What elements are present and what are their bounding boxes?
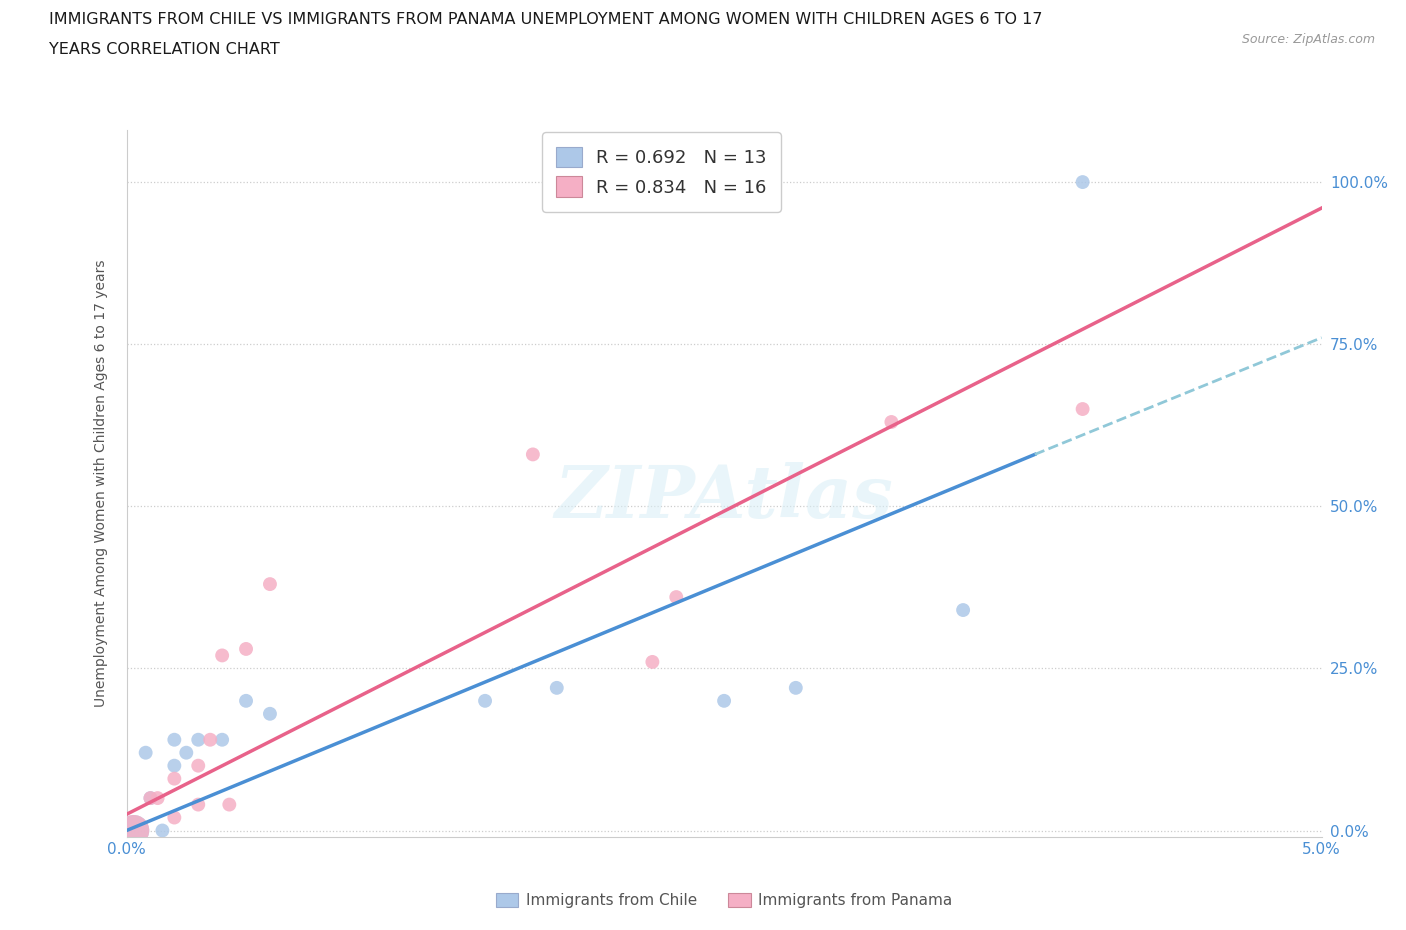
Text: ZIPAtlas: ZIPAtlas [555,462,893,533]
Point [211,648,233,663]
Text: Source: ZipAtlas.com: Source: ZipAtlas.com [1241,33,1375,46]
Point [211,732,233,747]
Point [665,590,688,604]
Point [880,415,903,430]
Point [135,745,157,760]
Point [187,797,209,812]
Legend: Immigrants from Chile, Immigrants from Panama: Immigrants from Chile, Immigrants from P… [489,887,959,914]
Point [474,694,496,709]
Point [235,694,257,709]
Point [163,771,186,786]
Text: IMMIGRANTS FROM CHILE VS IMMIGRANTS FROM PANAMA UNEMPLOYMENT AMONG WOMEN WITH CH: IMMIGRANTS FROM CHILE VS IMMIGRANTS FROM… [49,12,1043,27]
Text: YEARS CORRELATION CHART: YEARS CORRELATION CHART [49,42,280,57]
Point [259,577,281,591]
Point [546,681,568,696]
Point [139,790,162,805]
Point [187,758,209,773]
Point [522,447,544,462]
Point [259,707,281,722]
Point [785,681,807,696]
Point [200,732,222,747]
Point [122,823,145,838]
Point [1071,175,1094,190]
Point [952,603,974,618]
Point [1071,402,1094,417]
Point [122,823,145,838]
Point [163,758,186,773]
Point [163,732,186,747]
Point [163,810,186,825]
Point [174,745,197,760]
Point [146,790,169,805]
Point [235,642,257,657]
Point [218,797,240,812]
Point [187,732,209,747]
Y-axis label: Unemployment Among Women with Children Ages 6 to 17 years: Unemployment Among Women with Children A… [94,259,108,708]
Point [152,823,174,838]
Point [641,655,664,670]
Point [139,790,162,805]
Point [713,694,735,709]
